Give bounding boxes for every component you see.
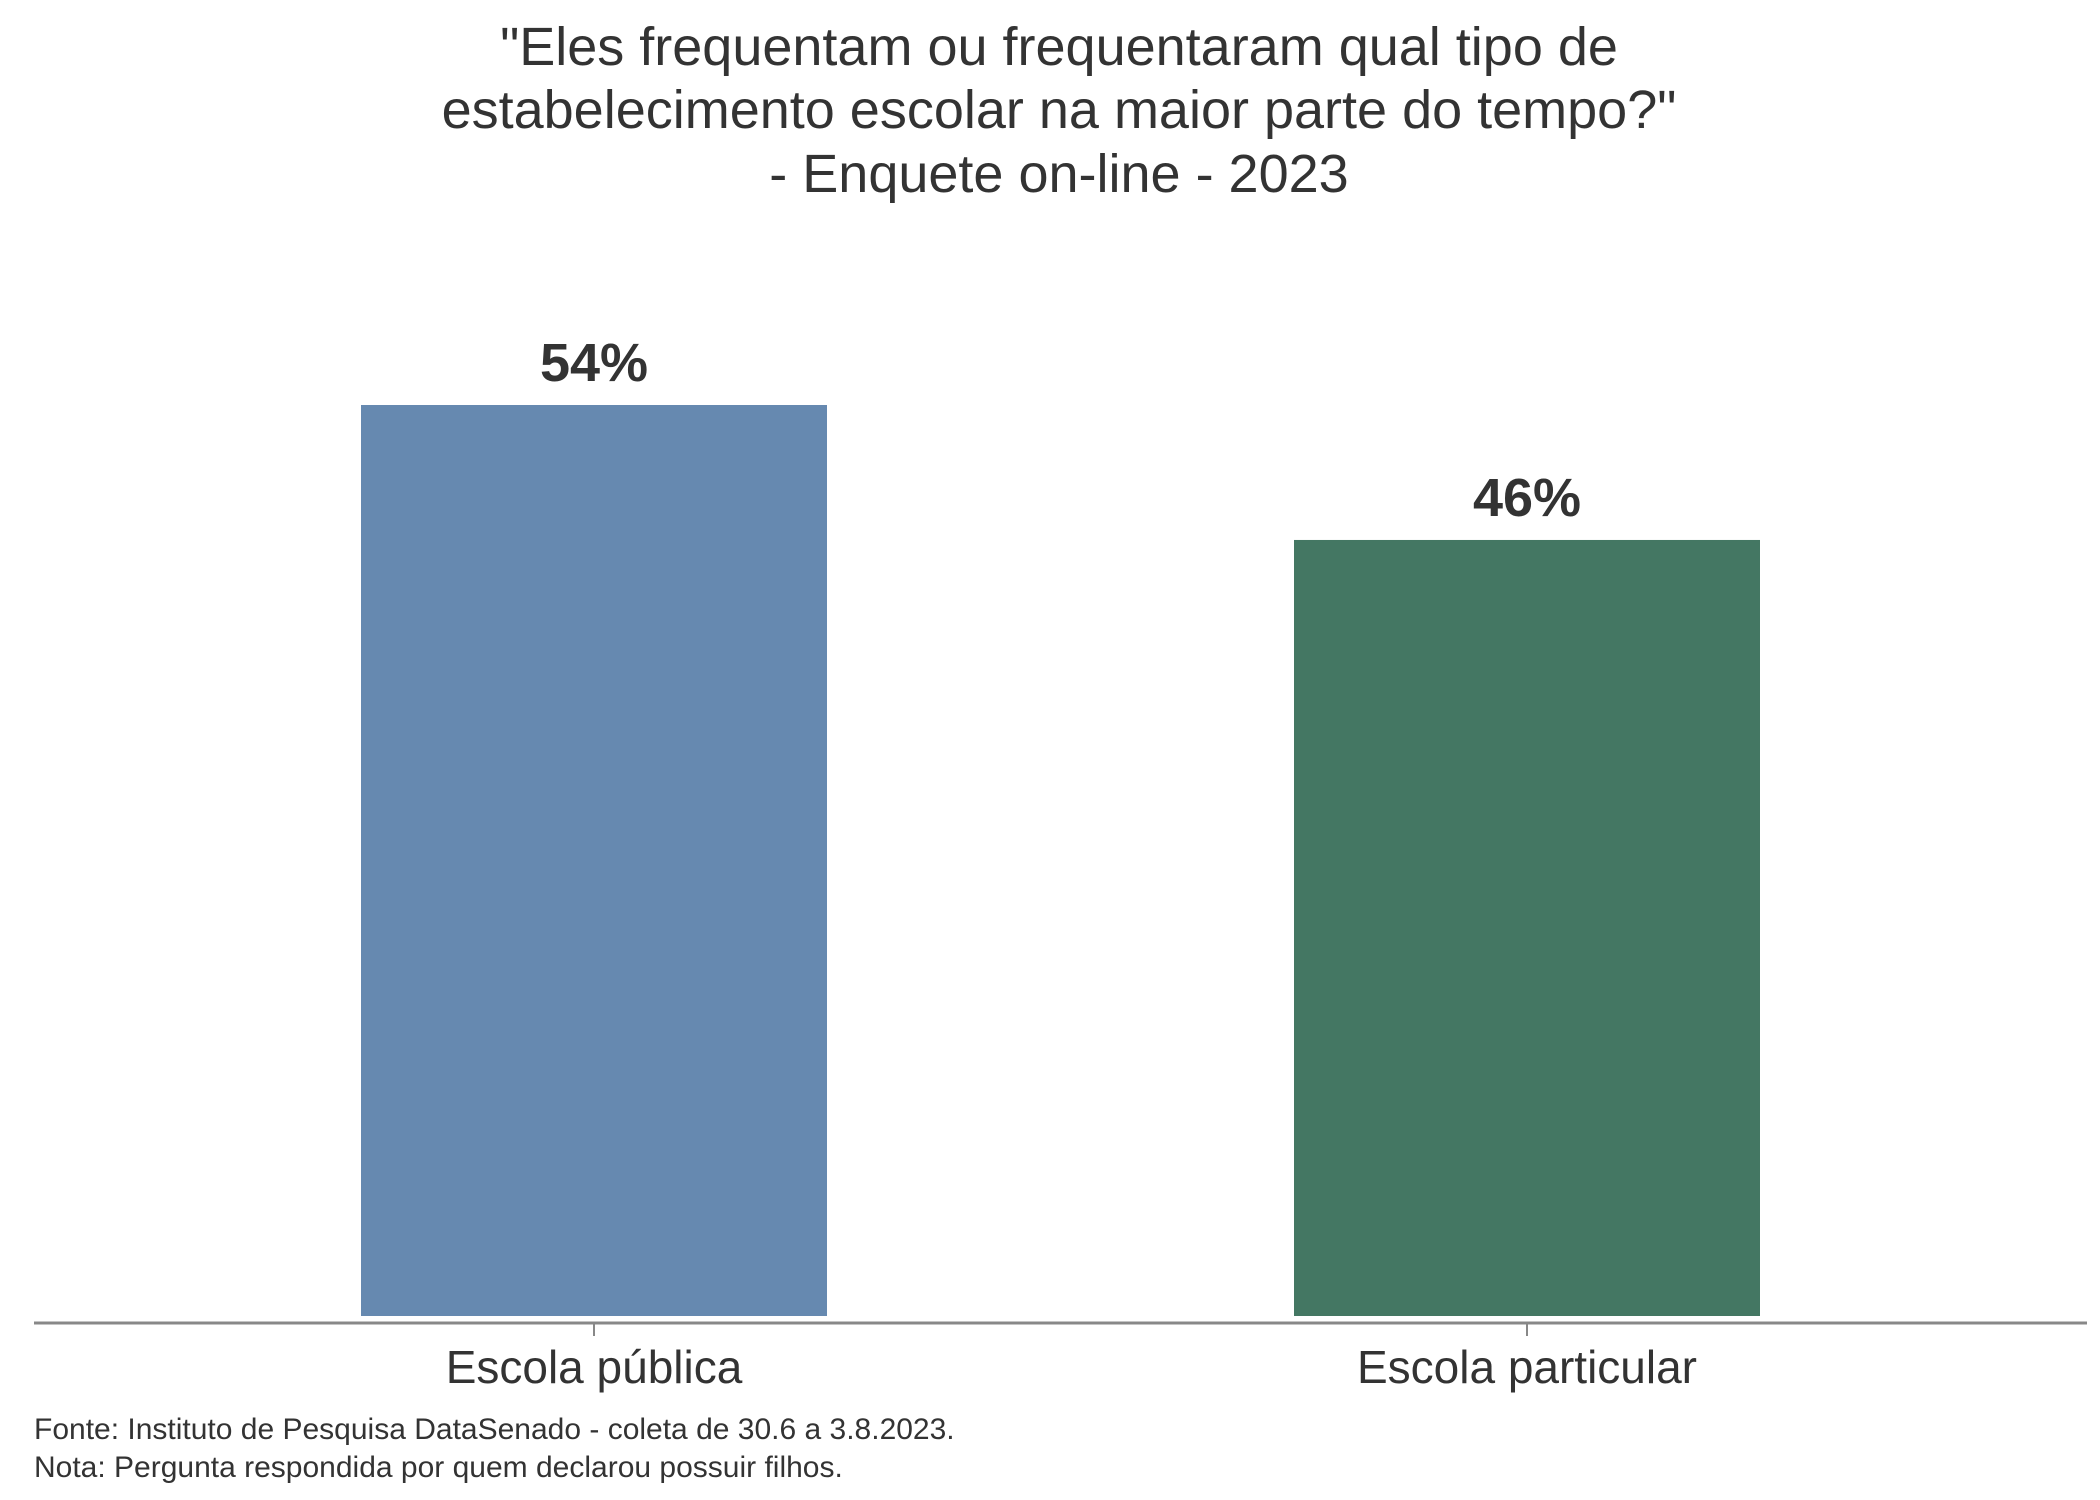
x-tick-label-1: Escola particular bbox=[1357, 1341, 1697, 1393]
data-label-1: 46% bbox=[1473, 468, 1581, 528]
footer-note: Nota: Pergunta respondida por quem decla… bbox=[34, 1451, 843, 1484]
x-tick-label-0: Escola pública bbox=[446, 1341, 743, 1393]
bar-0 bbox=[361, 405, 827, 1316]
chart-title-line-1: "Eles frequentam ou frequentaram qual ti… bbox=[500, 17, 1618, 77]
footer-source: Fonte: Instituto de Pesquisa DataSenado … bbox=[34, 1413, 955, 1446]
chart-title-line-3: - Enquete on-line - 2023 bbox=[769, 144, 1348, 204]
data-label-0: 54% bbox=[540, 333, 648, 393]
bar-1 bbox=[1294, 539, 1760, 1316]
chart-title-line-2: estabelecimento escolar na maior parte d… bbox=[442, 80, 1677, 140]
